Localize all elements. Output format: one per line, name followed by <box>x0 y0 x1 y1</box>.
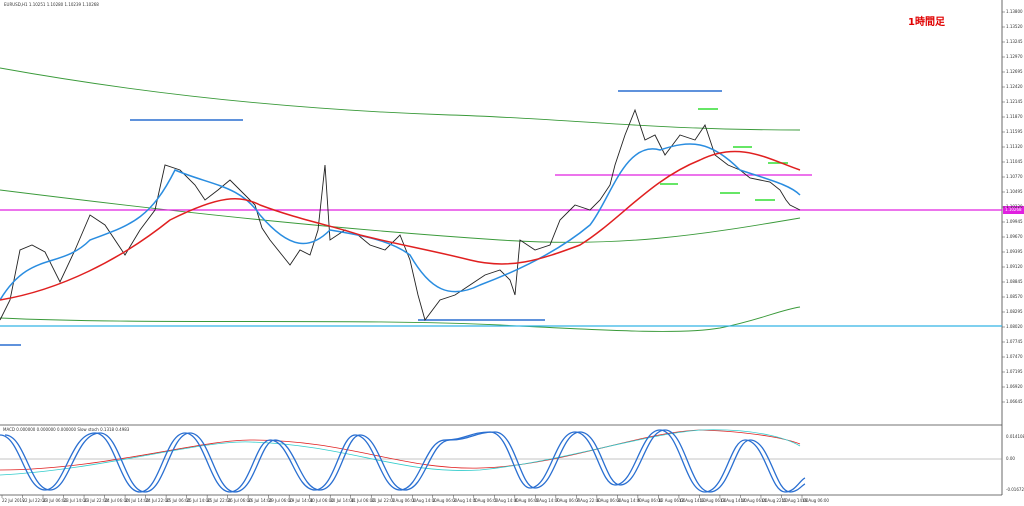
price-label: 1.12695 <box>1006 69 1023 74</box>
time-label: 5 Aug 06:00 <box>474 498 499 503</box>
price-label: 1.09395 <box>1006 249 1023 254</box>
price-label: 1.07470 <box>1006 354 1023 359</box>
price-label: 1.08295 <box>1006 309 1023 314</box>
time-label: 31 Jul 06:00 <box>351 498 375 503</box>
price-label: 1.12970 <box>1006 54 1023 59</box>
time-label: 29 Jul 06:00 <box>269 498 293 503</box>
price-label: 1.08845 <box>1006 279 1023 284</box>
macd-tick: 0.00 <box>1006 456 1015 461</box>
time-label: 15 Aug 14:00 <box>781 498 808 503</box>
time-label: 30 Jul 06:00 <box>310 498 334 503</box>
timeframe-annotation: 1時間足 <box>908 15 946 28</box>
price-label: 1.12420 <box>1006 84 1023 89</box>
time-label: 22 Jul 22:00 <box>23 498 47 503</box>
price-label: 1.11045 <box>1006 159 1023 164</box>
price-label: 1.09945 <box>1006 219 1023 224</box>
fast-ma <box>0 143 801 301</box>
middle-band <box>0 189 801 243</box>
time-label: 13 Aug 06:00 <box>699 498 726 503</box>
price-label: 1.09120 <box>1006 264 1023 269</box>
time-label: 24 Jul 06:00 <box>105 498 129 503</box>
time-label: 1 Aug 06:00 <box>392 498 417 503</box>
time-label: 16 Aug 06:00 <box>802 498 829 503</box>
price-line <box>0 108 801 321</box>
time-label: 2 Aug 14:00 <box>453 498 478 503</box>
time-label: 30 Jul 14:00 <box>330 498 354 503</box>
price-label: 1.07745 <box>1006 339 1023 344</box>
macd-main <box>0 429 801 476</box>
time-label: 31 Jul 22:00 <box>371 498 395 503</box>
time-label: 7 Aug 22:00 <box>576 498 601 503</box>
time-label: 25 Jul 06:00 <box>166 498 190 503</box>
macd-signal <box>0 429 801 471</box>
price-label: 1.09670 <box>1006 234 1023 239</box>
price-label: 1.13800 <box>1006 9 1023 14</box>
price-label: 1.11595 <box>1006 129 1023 134</box>
time-label: 9 Aug 06:00 <box>638 498 663 503</box>
time-label: 25 Jul 22:00 <box>207 498 231 503</box>
time-label: 24 Jul 14:00 <box>125 498 149 503</box>
time-label: 14 Aug 06:00 <box>740 498 767 503</box>
current-price: 1.10268 <box>1005 207 1022 212</box>
price-label: 1.08570 <box>1006 294 1023 299</box>
time-label: 5 Aug 14:00 <box>494 498 519 503</box>
macd-label: MACD 0.000000 0.000000 0.000000 Slow sto… <box>3 427 130 432</box>
price-label: 1.12145 <box>1006 99 1023 104</box>
level-markers <box>660 108 788 201</box>
price-label: 1.07195 <box>1006 369 1023 374</box>
price-label: 1.13245 <box>1006 39 1023 44</box>
time-label: 25 Jul 14:00 <box>187 498 211 503</box>
time-label: 22 Jul 2019 <box>2 498 25 503</box>
time-label: 2 Aug 06:00 <box>433 498 458 503</box>
price-label: 1.08020 <box>1006 324 1023 329</box>
price-label-box <box>1003 206 1024 214</box>
time-label: 23 Jul 14:00 <box>64 498 88 503</box>
time-label: 13 Aug 14:00 <box>720 498 747 503</box>
time-label: 24 Jul 22:00 <box>146 498 170 503</box>
time-label: 26 Jul 06:00 <box>228 498 252 503</box>
stochastic-signal <box>4 429 806 493</box>
time-label: 7 Aug 06:00 <box>556 498 581 503</box>
price-label: 1.11870 <box>1006 114 1023 119</box>
price-label: 1.10770 <box>1006 174 1023 179</box>
macd-tick: 0.014108 <box>1006 434 1024 439</box>
slow-ma <box>0 150 801 301</box>
time-label: 8 Aug 14:00 <box>617 498 642 503</box>
price-label: 1.10495 <box>1006 189 1023 194</box>
price-label: 1.13520 <box>1006 24 1023 29</box>
time-label: 23 Jul 06:00 <box>43 498 67 503</box>
time-label: 6 Aug 06:00 <box>515 498 540 503</box>
time-label: 26 Jul 14:00 <box>248 498 272 503</box>
price-label: 1.06920 <box>1006 384 1023 389</box>
price-label: 1.10220 <box>1006 204 1023 209</box>
time-label: 14 Aug 22:00 <box>761 498 788 503</box>
price-label: 1.11320 <box>1006 144 1023 149</box>
time-label: 23 Jul 22:00 <box>84 498 108 503</box>
symbol-header: EURUSD,H1 1.10251 1.10280 1.10239 1.1026… <box>4 2 99 7</box>
time-label: 6 Aug 14:00 <box>535 498 560 503</box>
time-label: 29 Jul 14:00 <box>289 498 313 503</box>
time-label: 12 Aug 14:00 <box>679 498 706 503</box>
price-label: 1.06645 <box>1006 399 1023 404</box>
upper-band <box>0 67 801 131</box>
time-label: 1 Aug 14:00 <box>412 498 437 503</box>
stochastic-main <box>0 429 806 493</box>
time-label: 8 Aug 06:00 <box>597 498 622 503</box>
time-label: 12 Aug 06:00 <box>658 498 685 503</box>
